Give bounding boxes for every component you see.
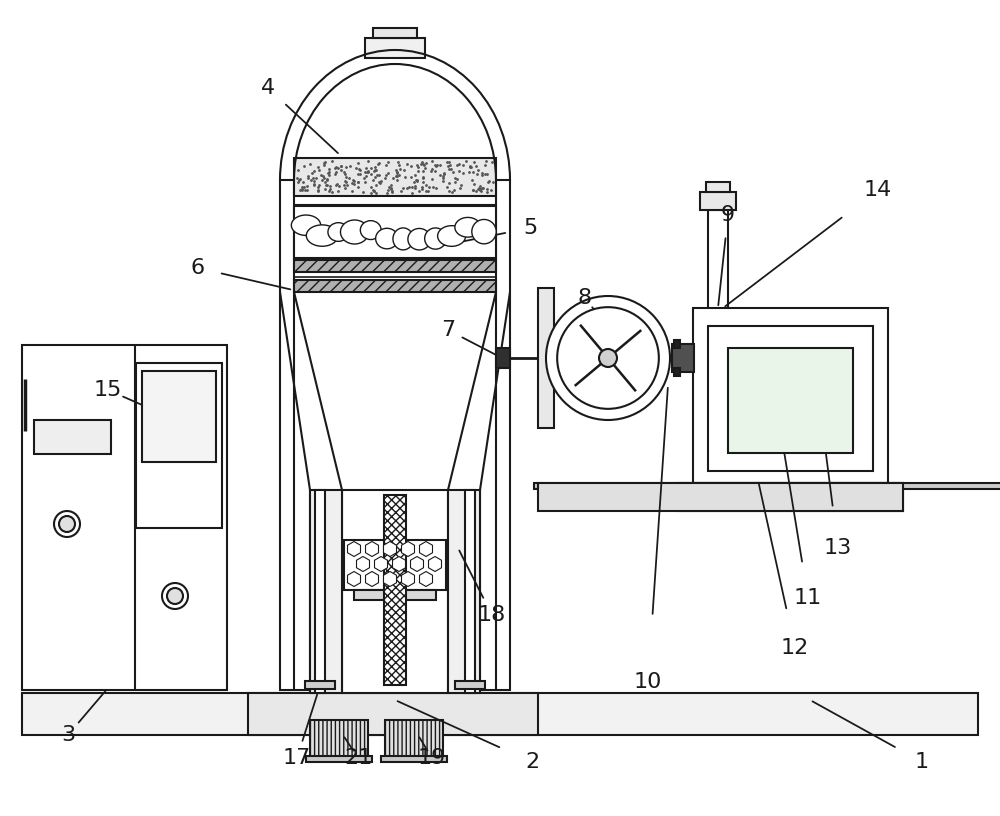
Ellipse shape	[425, 228, 446, 249]
Circle shape	[54, 511, 80, 537]
Text: 14: 14	[864, 180, 892, 200]
Bar	[455, 681, 485, 689]
Bar	[708, 326, 873, 471]
Bar	[248, 693, 538, 735]
Bar	[381, 756, 447, 762]
Ellipse shape	[408, 228, 431, 250]
Bar	[728, 348, 853, 453]
Bar	[693, 308, 888, 483]
Text: 6: 6	[191, 258, 205, 278]
Text: 13: 13	[824, 538, 852, 558]
Bar	[142, 371, 216, 462]
Bar	[496, 348, 510, 368]
Ellipse shape	[393, 228, 413, 250]
Text: 21: 21	[344, 748, 372, 768]
Bar	[373, 28, 417, 38]
Circle shape	[599, 349, 617, 367]
Bar	[310, 490, 342, 693]
Bar	[294, 158, 496, 196]
Bar	[34, 420, 111, 454]
Circle shape	[167, 588, 183, 604]
Bar	[344, 540, 446, 590]
Text: 18: 18	[478, 605, 506, 625]
Ellipse shape	[328, 223, 349, 242]
Bar	[306, 756, 372, 762]
Text: 12: 12	[781, 638, 809, 658]
Bar	[674, 368, 680, 376]
Circle shape	[59, 516, 75, 532]
Bar	[305, 681, 335, 689]
Ellipse shape	[455, 217, 481, 237]
Bar	[448, 490, 480, 693]
Bar	[538, 288, 554, 428]
Text: 7: 7	[441, 320, 455, 340]
Text: 5: 5	[523, 218, 537, 238]
Ellipse shape	[472, 220, 496, 244]
Bar	[708, 210, 728, 442]
Bar	[465, 490, 475, 693]
Bar	[280, 180, 510, 690]
Text: 17: 17	[283, 748, 311, 768]
Bar	[365, 38, 425, 58]
Bar	[294, 206, 496, 258]
Bar	[294, 280, 496, 292]
Ellipse shape	[376, 228, 398, 249]
Bar	[538, 483, 903, 511]
Circle shape	[546, 296, 670, 420]
Text: 3: 3	[61, 725, 75, 745]
Bar	[672, 344, 694, 372]
Bar	[22, 693, 978, 735]
Bar	[315, 490, 325, 693]
Ellipse shape	[340, 220, 369, 244]
Text: 4: 4	[261, 78, 275, 98]
Bar	[310, 720, 368, 758]
Text: 2: 2	[525, 752, 539, 772]
Bar	[385, 720, 443, 758]
Text: 8: 8	[578, 288, 592, 308]
Circle shape	[557, 307, 659, 409]
Text: 11: 11	[794, 588, 822, 608]
Text: 15: 15	[94, 380, 122, 400]
Bar	[136, 363, 222, 528]
Bar	[700, 192, 736, 210]
Bar	[674, 340, 680, 348]
Bar	[534, 483, 1000, 489]
Bar	[354, 590, 436, 600]
Bar	[706, 182, 730, 192]
Bar	[22, 345, 227, 690]
Bar	[342, 490, 448, 693]
Ellipse shape	[291, 215, 321, 235]
Ellipse shape	[438, 226, 466, 246]
Circle shape	[162, 583, 188, 609]
Text: 10: 10	[634, 672, 662, 692]
Bar	[678, 483, 903, 511]
Text: 9: 9	[721, 205, 735, 225]
Ellipse shape	[306, 225, 338, 246]
Bar	[384, 495, 406, 685]
Bar	[294, 260, 496, 272]
Ellipse shape	[360, 220, 381, 240]
Text: 19: 19	[418, 748, 446, 768]
Text: 1: 1	[915, 752, 929, 772]
